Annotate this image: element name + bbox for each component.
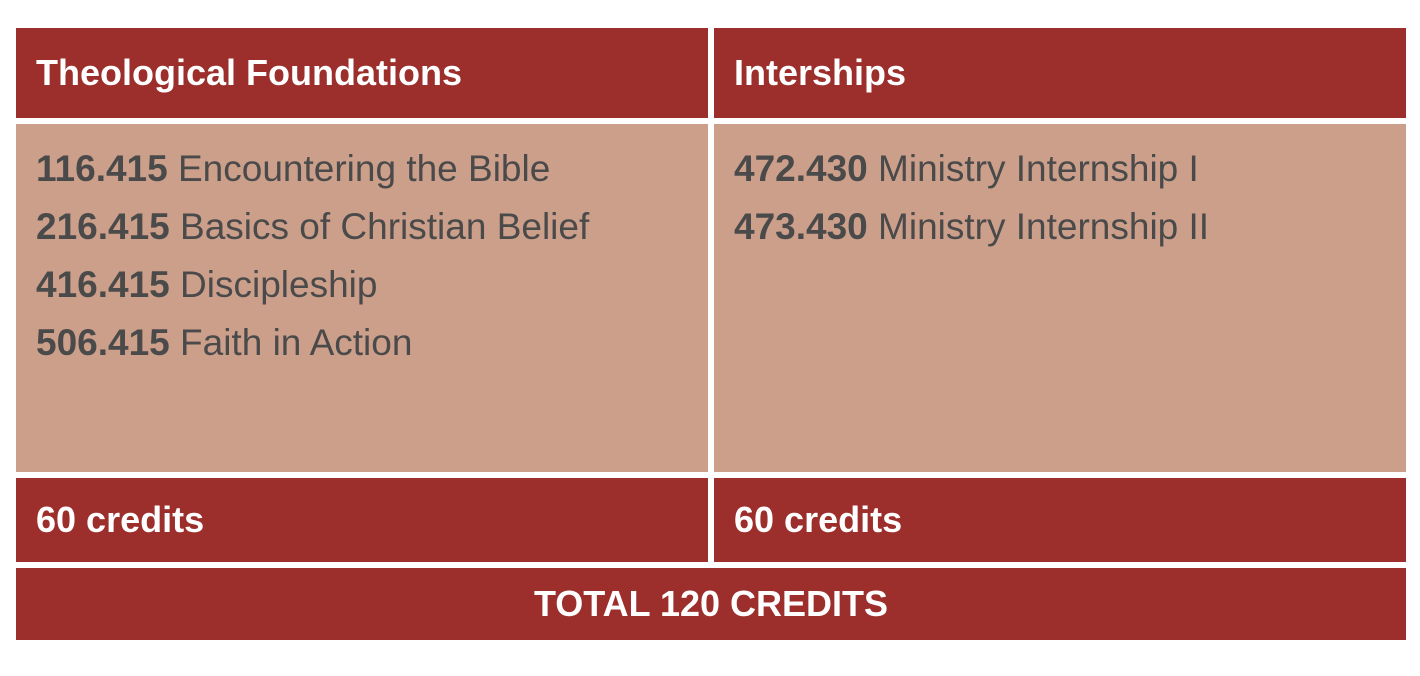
course-item: 216.415 Basics of Christian Belief	[36, 198, 708, 256]
course-title: Ministry Internship I	[878, 148, 1199, 189]
credits-theological-foundations: 60 credits	[16, 478, 708, 562]
course-item: 116.415 Encountering the Bible	[36, 140, 708, 198]
course-list-interships: 472.430 Ministry Internship I 473.430 Mi…	[714, 124, 1406, 472]
column-header-label: Interships	[734, 52, 907, 93]
total-credits-row: TOTAL 120 CREDITS	[16, 568, 1406, 640]
course-code: 506.415	[36, 322, 170, 363]
course-item: 416.415 Discipleship	[36, 256, 708, 314]
course-code: 472.430	[734, 148, 868, 189]
credits-interships: 60 credits	[714, 478, 1406, 562]
column-header-interships: Interships	[714, 28, 1406, 118]
course-title: Faith in Action	[180, 322, 413, 363]
course-code: 116.415	[36, 148, 168, 189]
course-code: 416.415	[36, 264, 170, 305]
course-item: 506.415 Faith in Action	[36, 314, 708, 372]
course-title: Basics of Christian Belief	[180, 206, 590, 247]
total-credits-label: TOTAL 120 CREDITS	[533, 583, 889, 624]
course-code: 473.430	[734, 206, 868, 247]
course-title: Encountering the Bible	[178, 148, 551, 189]
course-item: 473.430 Ministry Internship II	[734, 198, 1406, 256]
column-header-theological-foundations: Theological Foundations	[16, 28, 708, 118]
course-item: 472.430 Ministry Internship I	[734, 140, 1406, 198]
credits-label: 60 credits	[36, 499, 205, 540]
course-code: 216.415	[36, 206, 170, 247]
course-title: Ministry Internship II	[878, 206, 1210, 247]
column-header-label: Theological Foundations	[36, 52, 462, 93]
credits-label: 60 credits	[734, 499, 903, 540]
course-title: Discipleship	[180, 264, 378, 305]
course-list-theological-foundations: 116.415 Encountering the Bible 216.415 B…	[16, 124, 708, 472]
